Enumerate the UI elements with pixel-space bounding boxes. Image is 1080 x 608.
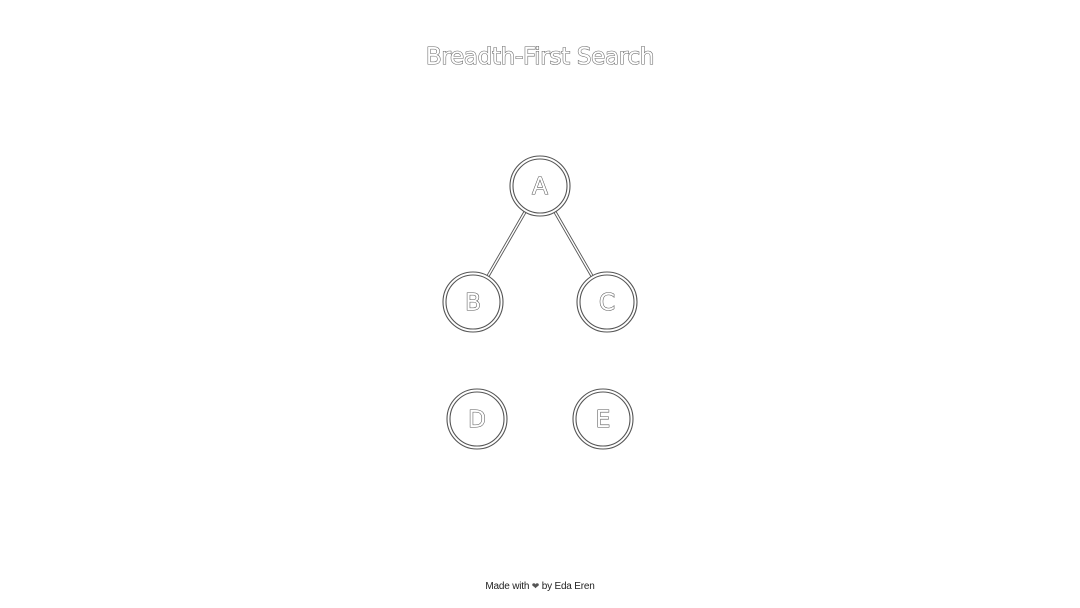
node-b: B: [442, 271, 504, 333]
node-a: A: [509, 155, 571, 217]
node-d: D: [446, 388, 508, 450]
node-label: A: [532, 174, 548, 200]
page-title: Breadth-First Search: [425, 43, 655, 70]
node-label: B: [465, 290, 481, 316]
heart-icon: ❤: [531, 581, 540, 591]
node-label: D: [468, 407, 486, 433]
footer: Made with ❤ by Eda Eren: [0, 581, 1080, 592]
node-e: E: [572, 388, 634, 450]
footer-prefix: Made with: [485, 581, 530, 592]
graph-edges: [486, 211, 594, 277]
node-label: E: [596, 407, 611, 433]
edge-a-b: [486, 211, 527, 277]
node-c: C: [576, 271, 638, 333]
footer-author: by Eda Eren: [541, 581, 595, 592]
node-label: C: [599, 290, 615, 316]
graph-nodes: A B C D E: [442, 155, 638, 450]
edge-a-c: [553, 211, 594, 277]
